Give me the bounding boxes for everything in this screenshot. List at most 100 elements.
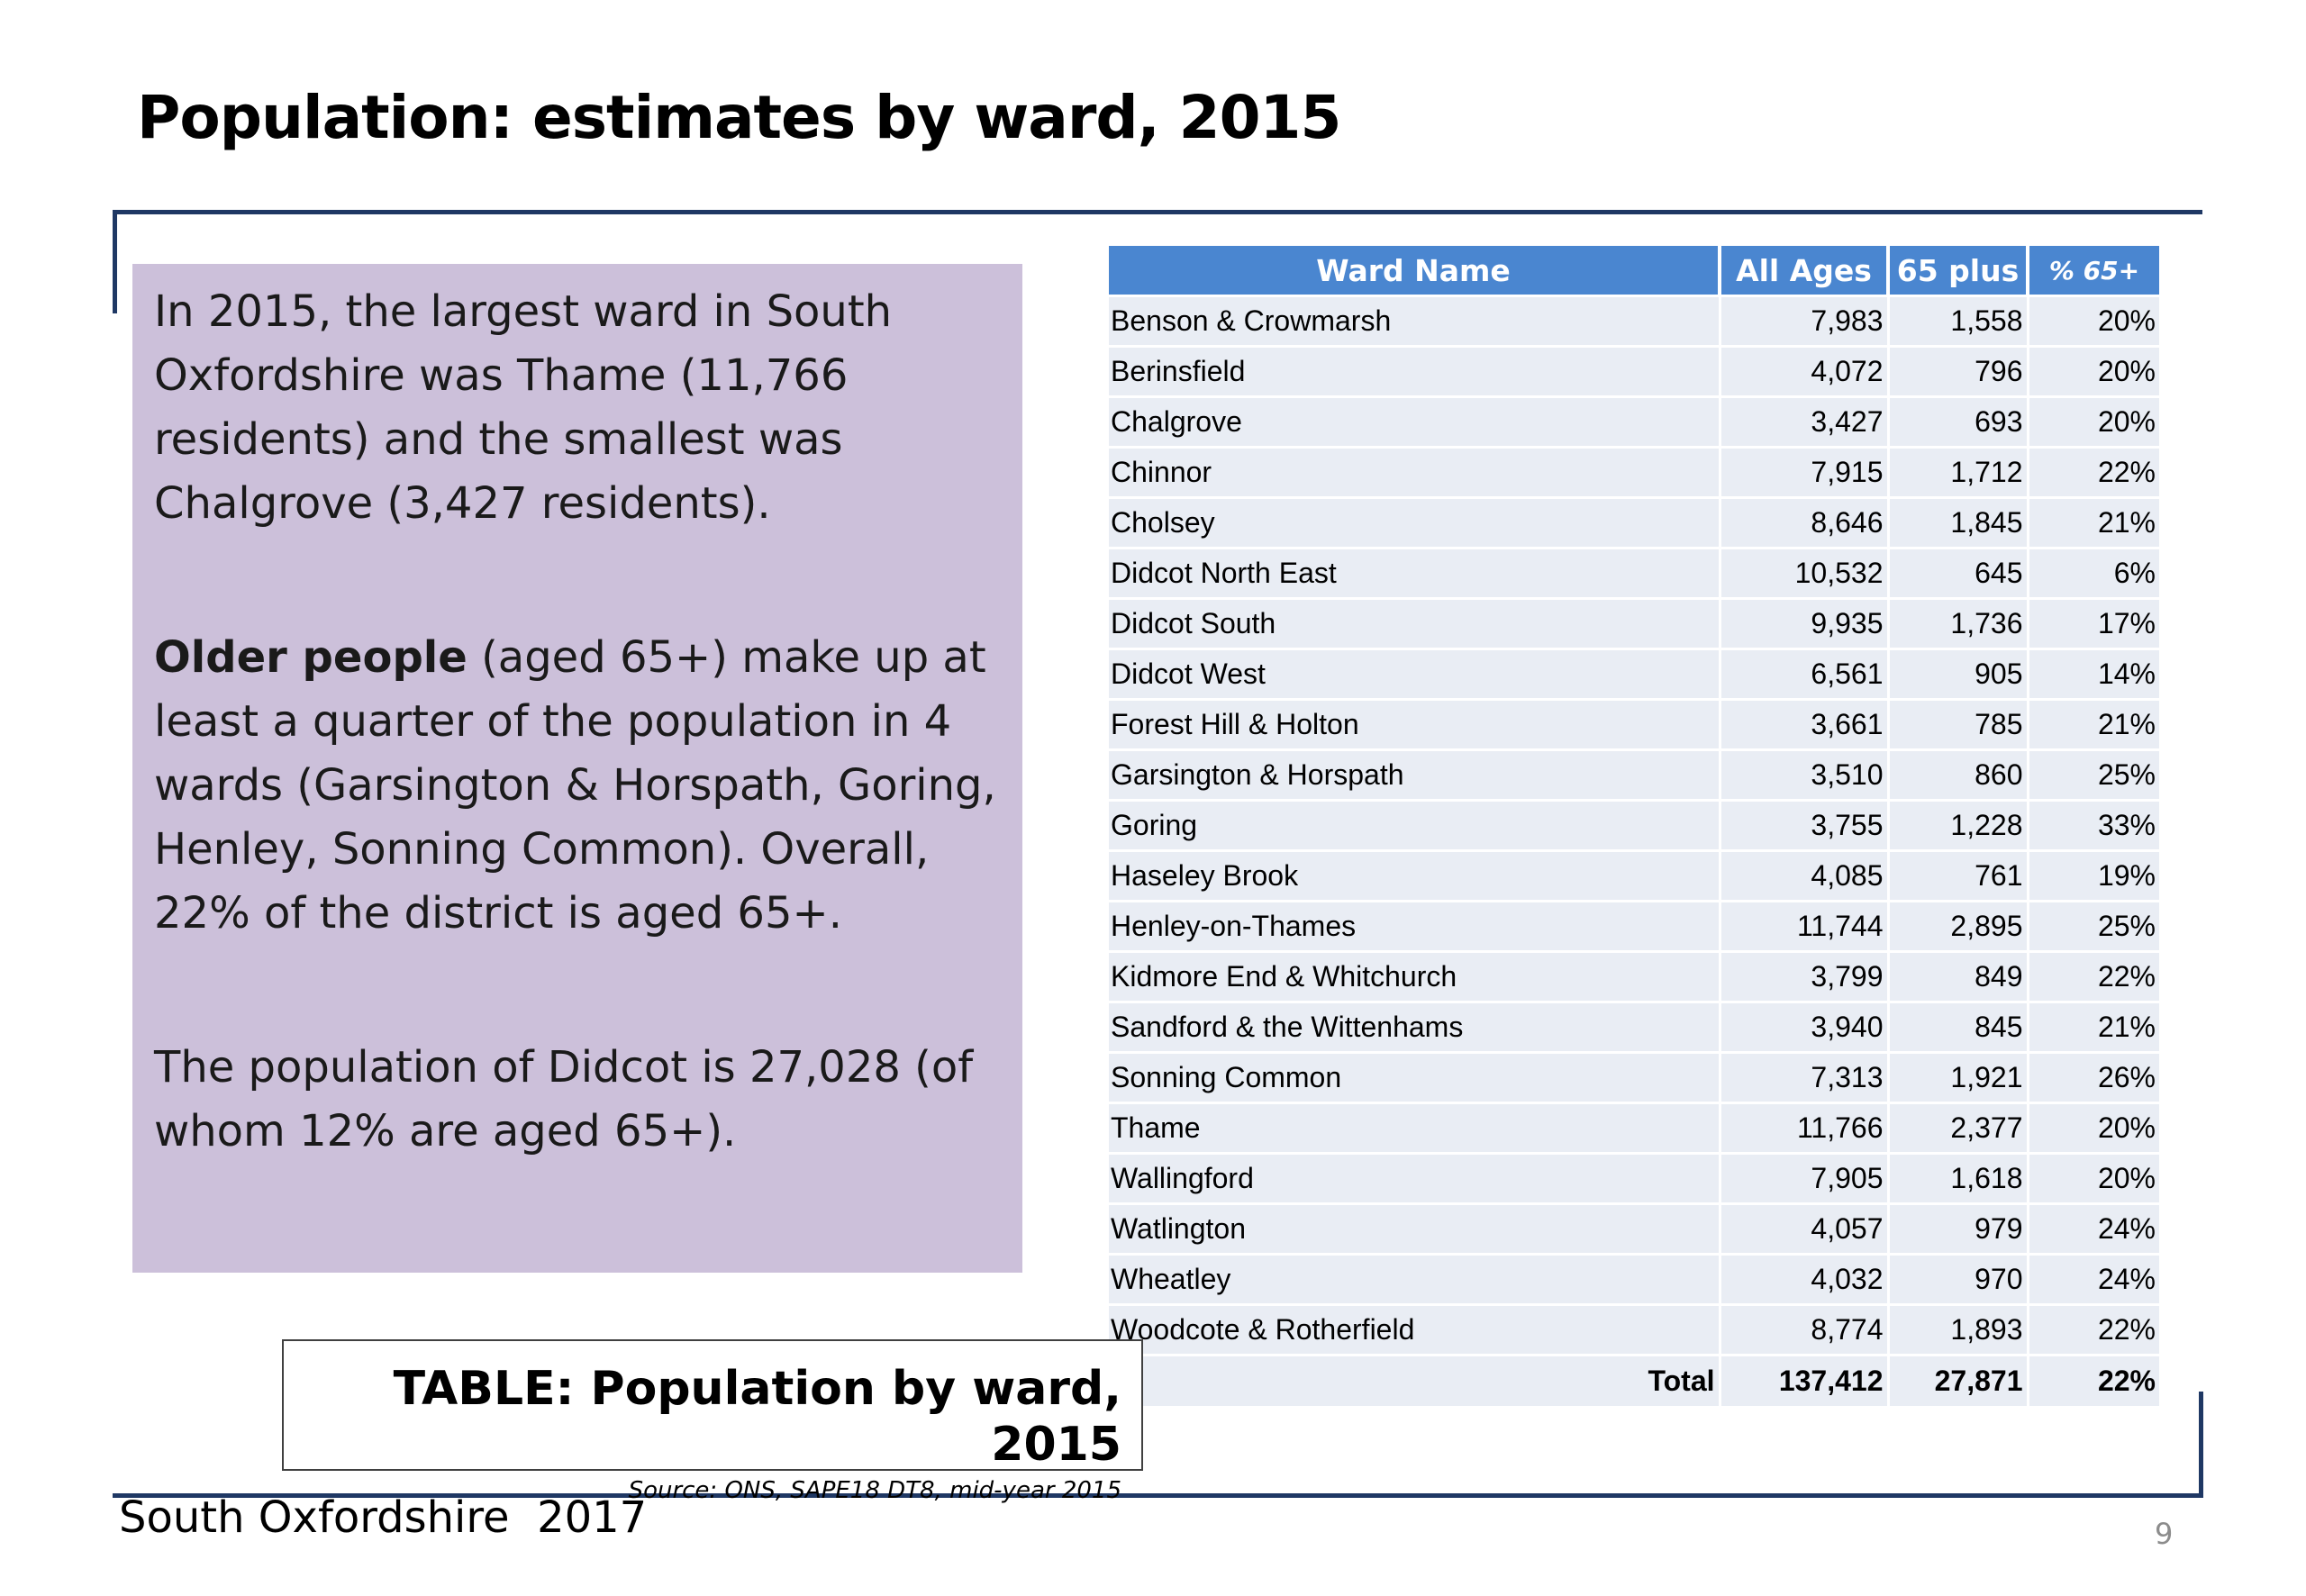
caption-source: Source: ONS, SAPE18 DT8, mid-year 2015 [628,1477,1121,1504]
all-ages-cell: 4,057 [1718,1202,1888,1255]
table-row: Berinsfield 4,072 796 20% [1109,345,2159,397]
ward-name-cell: Chinnor [1109,446,1720,498]
all-ages-cell: 10,532 [1718,547,1888,599]
percent-65-cell: 20% [2026,1152,2159,1204]
65-plus-cell: 1,712 [1886,446,2028,498]
summary-paragraph-older-people: Older people (aged 65+) make up at least… [154,626,1001,946]
summary-paragraph-didcot: The population of Didcot is 27,028 (of w… [154,1042,974,1156]
65-plus-cell: 2,895 [1886,900,2028,952]
percent-65-cell: 21% [2026,1001,2159,1053]
table-row: Chinnor 7,915 1,712 22% [1109,446,2159,498]
frame-left-line [113,210,117,313]
ward-name-cell: Wallingford [1109,1152,1720,1204]
65-plus-cell: 2,377 [1886,1102,2028,1154]
ward-name-cell: Thame [1109,1102,1720,1154]
ward-name-cell: Sonning Common [1109,1051,1720,1103]
percent-65-cell: 17% [2026,597,2159,649]
all-ages-cell: 7,983 [1718,295,1888,347]
all-ages-cell: 8,646 [1718,496,1888,549]
65-plus-cell: 860 [1886,748,2028,801]
summary-box: In 2015, the largest ward in South Oxfor… [132,264,1022,1273]
ward-name-cell: Berinsfield [1109,345,1720,397]
all-ages-cell: 7,915 [1718,446,1888,498]
table-total-row: Total 137,412 27,871 22% [1109,1354,2159,1406]
percent-65-cell: 22% [2026,446,2159,498]
table-caption-box: TABLE: Population by ward, 2015 Source: … [282,1339,1143,1504]
frame-right-line [2199,1392,2203,1498]
65-plus-cell: 1,893 [1886,1303,2028,1356]
65-plus-cell: 1,845 [1886,496,2028,549]
percent-65-cell: 14% [2026,648,2159,700]
table-row: Watlington 4,057 979 24% [1109,1202,2159,1255]
table-row: Benson & Crowmarsh 7,983 1,558 20% [1109,295,2159,347]
65-plus-cell: 1,736 [1886,597,2028,649]
table-row: Wheatley 4,032 970 24% [1109,1253,2159,1305]
table-row: Wallingford 7,905 1,618 20% [1109,1152,2159,1204]
65-plus-cell: 1,228 [1886,799,2028,851]
all-ages-cell: 3,940 [1718,1001,1888,1053]
percent-65-cell: 20% [2026,1102,2159,1154]
table-row: Didcot South 9,935 1,736 17% [1109,597,2159,649]
all-ages-cell: 3,799 [1718,950,1888,1002]
all-ages-cell: 3,661 [1718,698,1888,750]
table-row: Goring 3,755 1,228 33% [1109,799,2159,851]
table-header-row: Ward Name All Ages 65 plus % 65+ [1109,246,2159,296]
total-label: Total [1109,1354,1720,1406]
summary-paragraph-largest-ward: In 2015, the largest ward in South Oxfor… [154,286,893,529]
table-row: Garsington & Horspath 3,510 860 25% [1109,748,2159,801]
ward-name-cell: Didcot South [1109,597,1720,649]
population-table: Ward Name All Ages 65 plus % 65+ Benson … [1109,246,2159,1406]
percent-65-cell: 25% [2026,748,2159,801]
ward-name-cell: Benson & Crowmarsh [1109,295,1720,347]
65-plus-cell: 761 [1886,849,2028,902]
table-row: Forest Hill & Holton 3,661 785 21% [1109,698,2159,750]
65-plus-cell: 849 [1886,950,2028,1002]
total-65-plus: 27,871 [1886,1354,2028,1406]
all-ages-cell: 11,744 [1718,900,1888,952]
footer-text: South Oxfordshire 2017 [119,1492,648,1543]
65-plus-cell: 845 [1886,1001,2028,1053]
ward-name-cell: Haseley Brook [1109,849,1720,902]
65-plus-cell: 645 [1886,547,2028,599]
table-row: Sonning Common 7,313 1,921 26% [1109,1051,2159,1103]
ward-name-cell: Wheatley [1109,1253,1720,1305]
table-row: Didcot North East 10,532 645 6% [1109,547,2159,599]
65-plus-cell: 1,921 [1886,1051,2028,1103]
65-plus-cell: 1,558 [1886,295,2028,347]
percent-65-cell: 22% [2026,950,2159,1002]
table-row: Sandford & the Wittenhams 3,940 845 21% [1109,1001,2159,1053]
all-ages-cell: 9,935 [1718,597,1888,649]
ward-name-cell: Chalgrove [1109,395,1720,448]
ward-name-cell: Forest Hill & Holton [1109,698,1720,750]
65-plus-cell: 979 [1886,1202,2028,1255]
table-body: Benson & Crowmarsh 7,983 1,558 20% Berinsfie… [1109,295,2159,1356]
percent-65-cell: 33% [2026,799,2159,851]
percent-65-cell: 22% [2026,1303,2159,1356]
table-row: Henley-on-Thames 11,744 2,895 25% [1109,900,2159,952]
ward-name-cell: Kidmore End & Whitchurch [1109,950,1720,1002]
all-ages-cell: 7,313 [1718,1051,1888,1103]
percent-65-cell: 25% [2026,900,2159,952]
65-plus-cell: 796 [1886,345,2028,397]
all-ages-cell: 3,510 [1718,748,1888,801]
percent-65-cell: 21% [2026,496,2159,549]
all-ages-cell: 6,561 [1718,648,1888,700]
all-ages-cell: 7,905 [1718,1152,1888,1204]
all-ages-cell: 4,085 [1718,849,1888,902]
frame-top-line [113,210,2202,214]
older-people-bold: Older people [154,632,468,683]
ward-name-cell: Woodcote & Rotherfield [1109,1303,1720,1356]
table-row: Kidmore End & Whitchurch 3,799 849 22% [1109,950,2159,1002]
percent-65-cell: 20% [2026,395,2159,448]
all-ages-cell: 8,774 [1718,1303,1888,1356]
frame-bottom-line [113,1493,2202,1498]
page-number: 9 [2155,1517,2174,1551]
table-row: Woodcote & Rotherfield 8,774 1,893 22% [1109,1303,2159,1356]
ward-name-cell: Sandford & the Wittenhams [1109,1001,1720,1053]
65-plus-cell: 693 [1886,395,2028,448]
percent-65-cell: 26% [2026,1051,2159,1103]
total-percent-65: 22% [2026,1354,2159,1406]
table-row: Chalgrove 3,427 693 20% [1109,395,2159,448]
percent-65-cell: 6% [2026,547,2159,599]
percent-65-cell: 20% [2026,345,2159,397]
